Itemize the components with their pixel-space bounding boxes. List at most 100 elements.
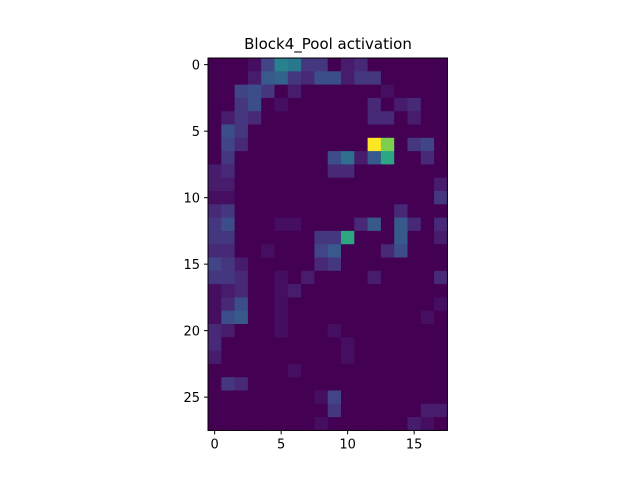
- heatmap-cell: [407, 244, 422, 258]
- heatmap-cell: [327, 244, 342, 258]
- heatmap-cell: [380, 191, 395, 205]
- heatmap-cell: [287, 297, 302, 312]
- heatmap-cell: [247, 71, 262, 85]
- heatmap-cell: [301, 97, 315, 112]
- heatmap-cell: [274, 297, 289, 312]
- heatmap-cell: [420, 417, 435, 431]
- heatmap-cell: [314, 97, 329, 112]
- heatmap-cell: [341, 363, 355, 378]
- heatmap-cell: [367, 350, 382, 365]
- heatmap-cell: [420, 284, 435, 298]
- heatmap-cell: [261, 270, 275, 285]
- heatmap-cell: [394, 324, 408, 338]
- heatmap-cell: [247, 84, 262, 99]
- heatmap-cell: [287, 284, 302, 298]
- heatmap-cell: [234, 204, 249, 218]
- heatmap-cell: [274, 111, 289, 125]
- heatmap-cell: [341, 350, 355, 365]
- heatmap-cell: [394, 204, 408, 218]
- heatmap-cell: [394, 390, 408, 405]
- heatmap-cell: [287, 204, 302, 218]
- y-tick-label: 25: [183, 391, 200, 406]
- heatmap-cell: [434, 230, 448, 245]
- heatmap-cell: [380, 111, 395, 125]
- heatmap-cell: [341, 111, 355, 125]
- heatmap-cell: [327, 377, 342, 391]
- heatmap-cell: [208, 164, 222, 179]
- heatmap-cell: [407, 270, 422, 285]
- heatmap-cell: [394, 164, 408, 179]
- heatmap-cell: [367, 58, 382, 72]
- heatmap-cell: [367, 217, 382, 232]
- heatmap-cell: [261, 217, 275, 232]
- heatmap-cell: [287, 71, 302, 85]
- heatmap-cell: [247, 390, 262, 405]
- heatmap-cell: [247, 284, 262, 298]
- heatmap-cell: [261, 297, 275, 312]
- heatmap-cell: [208, 297, 222, 312]
- heatmap-cell: [434, 350, 448, 365]
- heatmap-cell: [367, 403, 382, 418]
- heatmap-cell: [301, 204, 315, 218]
- heatmap-cell: [208, 97, 222, 112]
- heatmap-cell: [208, 71, 222, 85]
- heatmap-cell: [420, 111, 435, 125]
- heatmap-cell: [208, 403, 222, 418]
- heatmap-cell: [380, 390, 395, 405]
- heatmap-cell: [354, 230, 368, 245]
- heatmap-cell: [287, 97, 302, 112]
- heatmap-cell: [314, 324, 329, 338]
- heatmap-cell: [434, 297, 448, 312]
- heatmap-cell: [221, 337, 235, 351]
- heatmap-cell: [380, 284, 395, 298]
- heatmap-cell: [221, 244, 235, 258]
- heatmap-cell: [208, 337, 222, 351]
- heatmap-cell: [327, 390, 342, 405]
- heatmap-cell: [341, 124, 355, 139]
- heatmap-cell: [394, 230, 408, 245]
- heatmap-cell: [234, 84, 249, 99]
- heatmap-cell: [208, 244, 222, 258]
- heatmap-cell: [247, 350, 262, 365]
- heatmap-cell: [367, 204, 382, 218]
- heatmap-cell: [274, 151, 289, 165]
- heatmap-cell: [274, 71, 289, 85]
- heatmap-cell: [420, 164, 435, 179]
- heatmap-cell: [261, 164, 275, 179]
- heatmap-cell: [367, 71, 382, 85]
- heatmap-cell: [208, 111, 222, 125]
- heatmap-cell: [247, 363, 262, 378]
- heatmap-cell: [380, 257, 395, 272]
- heatmap-cell: [327, 111, 342, 125]
- heatmap-cell: [247, 164, 262, 179]
- heatmap-cell: [274, 403, 289, 418]
- heatmap-cell: [434, 71, 448, 85]
- heatmap-cell: [327, 124, 342, 139]
- heatmap-cell: [420, 377, 435, 391]
- heatmap-cell: [407, 310, 422, 325]
- heatmap-cells: [208, 58, 448, 431]
- heatmap-cell: [354, 257, 368, 272]
- heatmap-cell: [287, 363, 302, 378]
- heatmap-cell: [354, 137, 368, 152]
- heatmap-cell: [434, 324, 448, 338]
- heatmap-cell: [274, 377, 289, 391]
- heatmap-cell: [208, 390, 222, 405]
- heatmap-cell: [394, 310, 408, 325]
- heatmap-cell: [287, 270, 302, 285]
- heatmap-cell: [380, 84, 395, 99]
- heatmap-cell: [354, 244, 368, 258]
- heatmap-cell: [234, 350, 249, 365]
- heatmap-cell: [434, 377, 448, 391]
- heatmap-cell: [314, 417, 329, 431]
- heatmap-cell: [247, 324, 262, 338]
- heatmap-cell: [221, 363, 235, 378]
- heatmap-cell: [247, 230, 262, 245]
- heatmap-cell: [354, 324, 368, 338]
- heatmap-cell: [261, 244, 275, 258]
- heatmap-cell: [287, 177, 302, 192]
- heatmap-cell: [274, 177, 289, 192]
- heatmap-cell: [367, 363, 382, 378]
- heatmap-cell: [221, 84, 235, 99]
- x-tick-label: 0: [211, 437, 219, 452]
